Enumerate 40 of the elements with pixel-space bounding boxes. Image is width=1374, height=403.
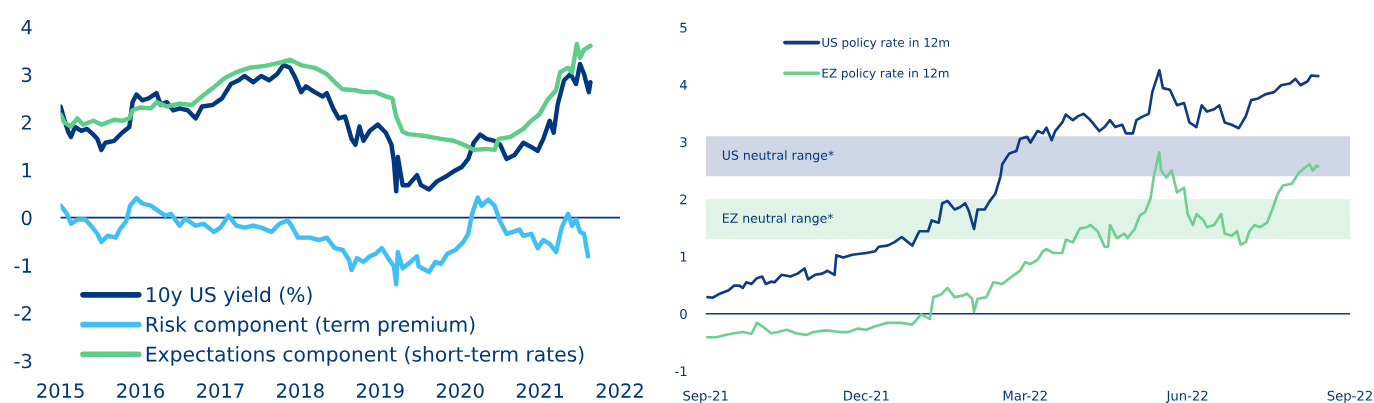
x-tick-label: 2019 [356, 383, 404, 398]
y-tick-label: 0 [680, 308, 687, 319]
line-series [60, 195, 591, 287]
y-tick-label: -3 [14, 353, 32, 369]
x-tick-label: 2020 [436, 383, 484, 398]
x-tick-label: 2021 [516, 383, 564, 398]
line-series [60, 41, 593, 153]
y-tick-label: 1 [22, 163, 32, 178]
y-tick-label: -2 [14, 305, 31, 321]
x-tick-label: 2018 [277, 383, 324, 398]
line-series [706, 69, 1320, 300]
band-label: US neutral range* [722, 150, 834, 163]
y-tick-label: 5 [680, 22, 687, 33]
line-series [706, 150, 1320, 339]
legend-label: 10y US yield (%) [147, 286, 312, 307]
y-tick-label: -1 [14, 258, 32, 273]
x-tick-label: 2017 [197, 383, 244, 398]
legend-label: US policy rate in 12m [822, 37, 950, 50]
line-series [60, 61, 593, 194]
y-tick-label: 2 [21, 115, 31, 130]
x-tick-label: 2022 [596, 383, 643, 398]
x-tick-label: Mar-22 [1003, 390, 1047, 401]
x-tick-label: Dec-21 [844, 390, 889, 401]
y-tick-label: 3 [21, 67, 32, 83]
x-tick-label: Sep-21 [683, 390, 728, 403]
x-tick-label: Jun-22 [1165, 390, 1208, 403]
x-tick-label: 2015 [37, 383, 84, 398]
legend-label: Expectations component (short-term rates) [146, 346, 584, 366]
x-tick-label: 2016 [117, 383, 165, 398]
y-tick-label: 3 [680, 137, 687, 148]
y-tick-label: 0 [21, 210, 32, 226]
band-label: EZ neutral range* [723, 213, 834, 226]
x-tick-label: Sep-22 [1327, 390, 1372, 403]
y-tick-label: 2 [680, 194, 687, 205]
y-tick-label: 1 [680, 251, 687, 262]
legend-label: Risk component (term premium) [146, 316, 475, 336]
y-tick-label: -1 [675, 366, 687, 377]
y-tick-label: 4 [21, 20, 32, 35]
y-tick-label: 4 [679, 80, 687, 90]
legend-label: EZ policy rate in 12m [822, 68, 949, 80]
